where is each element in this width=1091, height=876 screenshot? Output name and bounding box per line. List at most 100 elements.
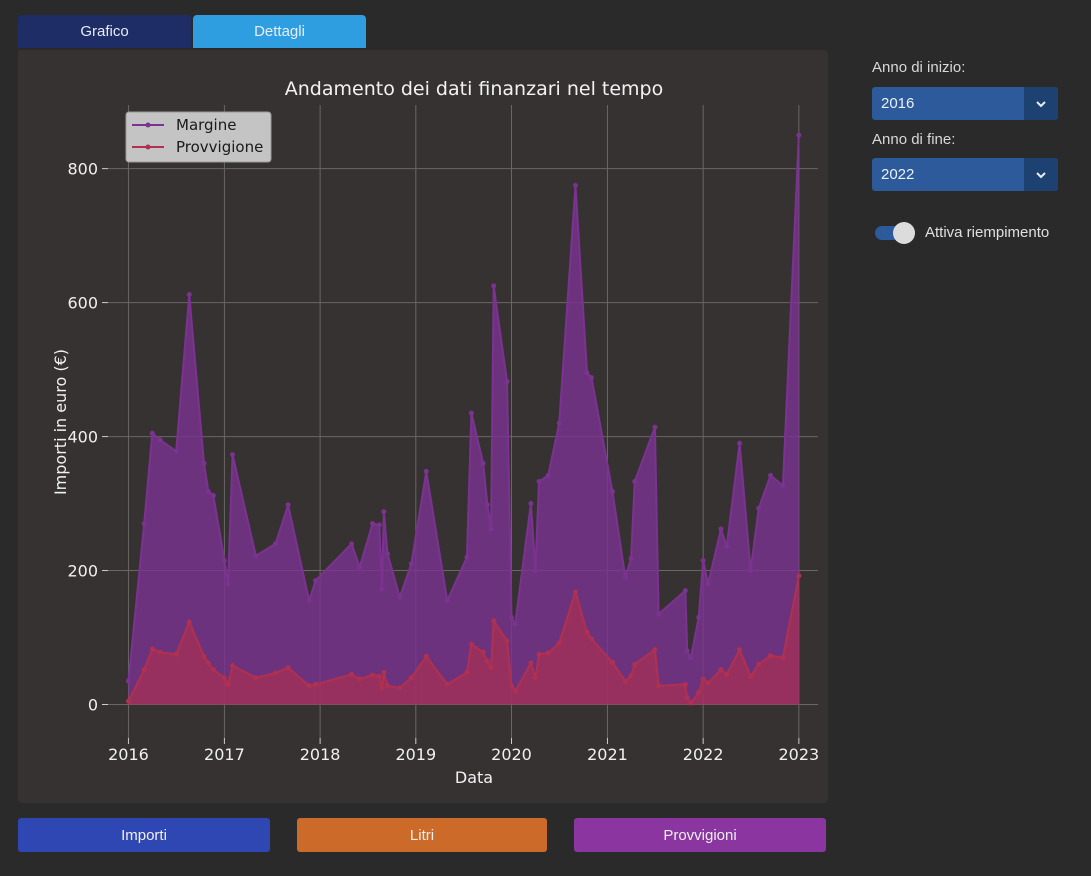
point-margine [696, 614, 702, 620]
point-provvigione [468, 641, 474, 647]
x-tick-label: 2023 [779, 745, 820, 764]
point-provvigione [504, 638, 510, 644]
point-provvigione [532, 675, 538, 681]
point-margine [173, 448, 179, 454]
point-provvigione [796, 573, 802, 579]
y-tick-label: 200 [67, 562, 98, 581]
x-axis-label: Data [455, 768, 493, 787]
point-margine [157, 437, 163, 443]
point-margine [464, 554, 470, 560]
point-provvigione [357, 676, 363, 682]
x-tick-label: 2016 [108, 745, 149, 764]
legend-marker-provvigione [145, 144, 151, 150]
y-tick-label: 600 [67, 294, 98, 313]
point-provvigione [205, 660, 211, 666]
point-provvigione [221, 675, 227, 681]
point-provvigione [622, 678, 628, 684]
point-provvigione [253, 675, 259, 681]
end-year-value: 2022 [881, 166, 915, 183]
point-margine [397, 594, 403, 600]
point-margine [628, 555, 634, 561]
point-provvigione [682, 681, 688, 687]
point-margine [221, 557, 227, 563]
point-margine [656, 611, 662, 617]
point-provvigione [696, 689, 702, 695]
point-margine [545, 472, 551, 478]
point-provvigione [512, 688, 518, 694]
fill-toggle-knob[interactable] [893, 222, 915, 244]
provvigioni-button[interactable]: Provvigioni [574, 818, 826, 852]
point-provvigione [509, 683, 515, 689]
point-provvigione [572, 589, 578, 595]
point-provvigione [684, 695, 690, 701]
importi-button[interactable]: Importi [18, 818, 270, 852]
tab-grafico[interactable]: Grafico [18, 15, 191, 48]
point-margine [682, 588, 688, 594]
area-provvigione [128, 575, 799, 705]
point-margine [718, 526, 724, 532]
point-provvigione [186, 619, 192, 625]
point-margine [488, 526, 494, 532]
point-provvigione [609, 659, 615, 665]
point-provvigione [545, 650, 551, 656]
x-tick-label: 2021 [587, 745, 628, 764]
point-provvigione [528, 660, 534, 666]
point-provvigione [201, 653, 207, 659]
series-lines [125, 132, 802, 706]
y-tick-label: 0 [88, 696, 98, 715]
point-margine [724, 543, 730, 549]
tab-dettagli[interactable]: Dettagli [193, 15, 366, 48]
start-year-select[interactable]: 2016 [872, 87, 1058, 120]
point-provvigione [484, 658, 490, 664]
point-provvigione [756, 661, 762, 667]
point-margine [588, 375, 594, 381]
x-tick-label: 2019 [395, 745, 436, 764]
point-margine [528, 501, 534, 507]
end-year-select[interactable]: 2022 [872, 158, 1058, 191]
point-provvigione [632, 661, 638, 667]
y-tick-label: 800 [67, 160, 98, 179]
point-margine [313, 578, 319, 584]
point-provvigione [588, 636, 594, 642]
point-provvigione [210, 667, 216, 673]
point-provvigione [306, 683, 312, 689]
point-margine [609, 488, 615, 494]
point-margine [509, 614, 515, 620]
x-tick-label: 2022 [683, 745, 724, 764]
point-provvigione [652, 647, 658, 653]
point-provvigione [724, 671, 730, 677]
litri-button[interactable]: Litri [297, 818, 547, 852]
point-margine [688, 655, 694, 661]
point-margine [584, 370, 590, 376]
chevron-down-icon[interactable] [1024, 87, 1058, 120]
point-provvigione [737, 647, 743, 653]
point-provvigione [700, 676, 706, 682]
point-margine [532, 568, 538, 574]
point-provvigione [556, 640, 562, 646]
point-margine [652, 424, 658, 430]
point-margine [357, 564, 363, 570]
point-provvigione [688, 700, 694, 706]
point-provvigione [370, 672, 376, 678]
point-provvigione [273, 670, 279, 676]
point-margine [504, 379, 510, 385]
point-provvigione [536, 651, 542, 657]
point-provvigione [313, 681, 319, 687]
point-margine [484, 502, 490, 508]
legend-label-provvigione: Provvigione [176, 138, 263, 156]
point-margine [349, 541, 355, 547]
point-margine [780, 482, 786, 488]
financial-chart: 2016 2017 2018 2019 2020 2021 2022 2023 0 200 400 6… [51, 78, 820, 787]
chevron-down-icon[interactable] [1024, 158, 1058, 191]
point-margine [748, 568, 754, 574]
point-margine [468, 410, 474, 416]
point-margine [480, 460, 486, 466]
y-axis-label: Importi in euro (€) [51, 349, 70, 495]
point-provvigione [780, 655, 786, 661]
x-tick-label: 2017 [204, 745, 245, 764]
point-margine [205, 488, 211, 494]
point-provvigione [423, 653, 429, 659]
point-margine [376, 522, 382, 528]
point-margine [684, 648, 690, 654]
point-provvigione [768, 653, 774, 659]
